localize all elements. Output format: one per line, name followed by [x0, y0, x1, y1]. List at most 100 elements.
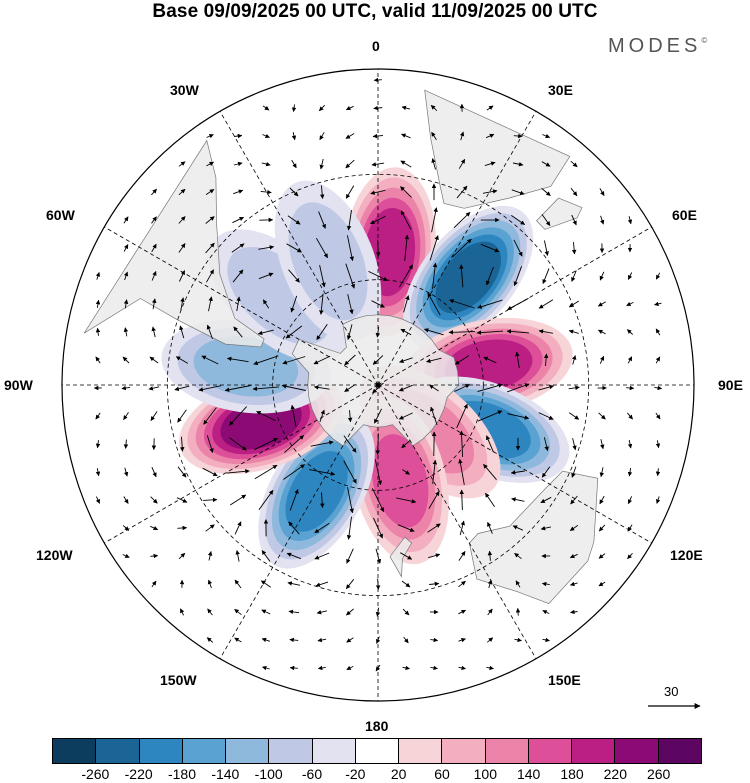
wind-vector [598, 329, 606, 335]
wind-vector [572, 438, 577, 451]
wind-vector [506, 329, 530, 334]
wind-vector [626, 301, 634, 307]
wind-vector [201, 355, 219, 365]
wind-vector [122, 553, 130, 558]
wind-vector [398, 384, 413, 392]
wind-vector [179, 436, 185, 452]
wind-vector [571, 466, 577, 478]
wind-vector [316, 323, 328, 341]
wind-vector [599, 467, 605, 478]
wind-vector [398, 412, 413, 420]
wind-vector [203, 497, 218, 503]
wind-vector [477, 410, 503, 422]
wind-vector [205, 189, 215, 195]
meridian-line [219, 384, 379, 659]
wind-vector [511, 215, 526, 225]
wind-vector [655, 468, 661, 477]
wind-vector [598, 524, 606, 532]
wind-vector [400, 186, 412, 198]
wind-vector [404, 234, 410, 261]
wind-vector [95, 468, 101, 477]
wind-vector [313, 355, 331, 365]
wind-vector [541, 161, 551, 167]
wind-vector [205, 524, 215, 532]
wind-vector [568, 385, 580, 391]
meridian-line [377, 226, 652, 386]
wind-vector [485, 133, 495, 139]
wind-vector [627, 467, 633, 477]
wind-vector [151, 326, 156, 338]
wind-vector [262, 105, 270, 111]
wind-vector [203, 407, 217, 425]
wind-vector [229, 494, 247, 506]
wind-vector [570, 495, 578, 505]
lon-label-90w: 90W [4, 377, 33, 393]
wind-vector [449, 299, 475, 309]
wind-vector [232, 269, 244, 283]
wind-vector [515, 580, 521, 588]
wind-vector [177, 525, 188, 531]
wind-vector [541, 466, 551, 478]
wind-vector [344, 384, 356, 392]
wind-vector [598, 553, 606, 559]
wind-vector [429, 235, 439, 261]
wind-vector [400, 552, 413, 560]
wind-vector [459, 264, 464, 288]
wind-vector [487, 608, 493, 616]
wind-vector [459, 489, 465, 511]
wind-vector [513, 239, 523, 257]
wind-vector [261, 609, 271, 615]
wind-vector [315, 581, 329, 587]
wind-vector [599, 215, 605, 225]
wind-vector [233, 189, 244, 195]
wind-vector [476, 330, 504, 335]
lon-label-60w: 60W [46, 207, 75, 223]
colorbar-tick-label: 20 [390, 766, 407, 782]
wind-vector [512, 161, 524, 167]
wind-vector [309, 469, 336, 476]
wind-vector [95, 496, 101, 504]
wind-vector [430, 406, 438, 426]
wind-vectors [93, 77, 663, 672]
lon-label-180: 180 [365, 718, 389, 734]
colorbar-swatch [95, 739, 139, 763]
wind-vector [396, 497, 417, 504]
wind-vector [427, 523, 441, 533]
wind-vector [345, 579, 355, 590]
wind-vector [291, 159, 297, 169]
colorbar-tick-label: 100 [473, 766, 498, 782]
lon-label-90e: 90E [718, 377, 743, 393]
wind-vector [626, 329, 634, 335]
wind-vector [486, 105, 494, 111]
wind-vector [316, 610, 328, 615]
wind-vector [287, 215, 301, 225]
wind-vector [346, 637, 354, 643]
wind-vector [458, 158, 466, 169]
wind-vector [487, 579, 493, 589]
wind-vector [150, 411, 158, 421]
anomaly-contour [435, 241, 502, 314]
colorbar-tick-label: -20 [345, 766, 366, 782]
wind-vector [599, 271, 605, 281]
wind-vector [542, 609, 550, 615]
wind-vector [234, 608, 242, 616]
colorbar-tick-label: -220 [124, 766, 153, 782]
wind-vector [206, 324, 213, 340]
wind-vector [458, 637, 466, 643]
wind-vector [180, 297, 185, 311]
meridian-line [377, 384, 537, 659]
wind-vector [286, 552, 302, 560]
wind-vector [627, 439, 633, 449]
wind-vector [95, 327, 101, 336]
wind-vector [95, 440, 101, 449]
wind-vector [150, 525, 159, 531]
wind-vector [459, 131, 465, 141]
wind-vector [459, 430, 464, 458]
wind-vector [430, 665, 438, 671]
wind-vector [568, 329, 579, 334]
wind-vector [599, 355, 605, 364]
wind-vector [541, 188, 551, 196]
wind-vector [317, 637, 327, 643]
wind-vector [600, 439, 605, 450]
anomaly-contour [227, 246, 331, 345]
